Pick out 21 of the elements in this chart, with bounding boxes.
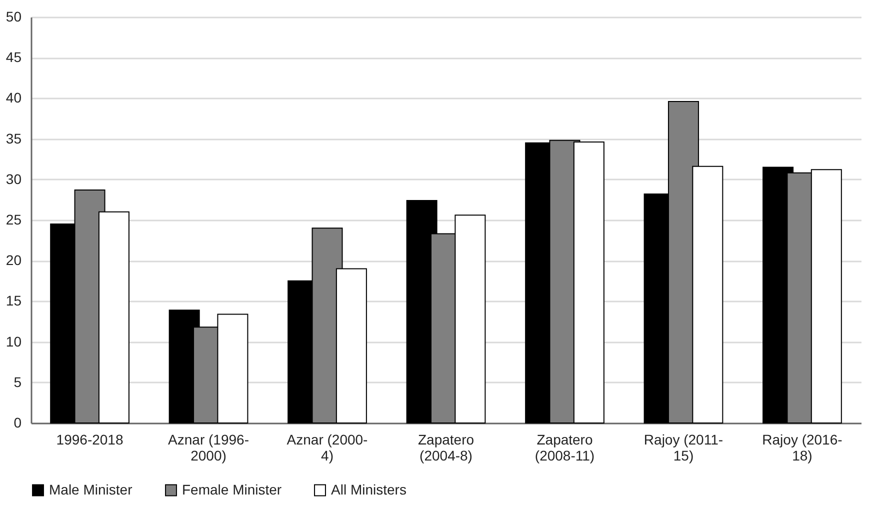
x-tick-label: Rajoy (2016-18) xyxy=(762,432,843,464)
y-tick-label: 10 xyxy=(6,333,22,350)
x-tick-label: Zapatero (2004-8) xyxy=(418,432,474,464)
y-tick-label: 25 xyxy=(6,212,22,228)
y-tick-label: 50 xyxy=(6,8,22,24)
y-tick-label: 20 xyxy=(6,252,22,268)
x-tick-label: Zapatero (2008-11) xyxy=(534,432,595,464)
y-tick-label: 45 xyxy=(6,49,22,66)
legend-label: All Ministers xyxy=(331,481,406,498)
x-tick-label: Aznar (1996-2000) xyxy=(168,432,250,464)
y-tick-label: 15 xyxy=(6,292,22,309)
legend-label: Male Minister xyxy=(49,481,133,498)
y-tick-label: 5 xyxy=(14,374,22,390)
y-tick-label: 40 xyxy=(6,90,22,106)
y-tick-label: 0 xyxy=(14,414,22,430)
y-tick-label: 30 xyxy=(6,170,22,187)
y-tick-label: 35 xyxy=(6,130,22,146)
legend-label: Female Minister xyxy=(182,481,282,498)
x-tick-label: 1996-2018 xyxy=(56,432,124,448)
x-tick-label: Aznar (2000-4) xyxy=(286,432,368,464)
x-tick-label: Rajoy (2011-15) xyxy=(644,432,724,464)
